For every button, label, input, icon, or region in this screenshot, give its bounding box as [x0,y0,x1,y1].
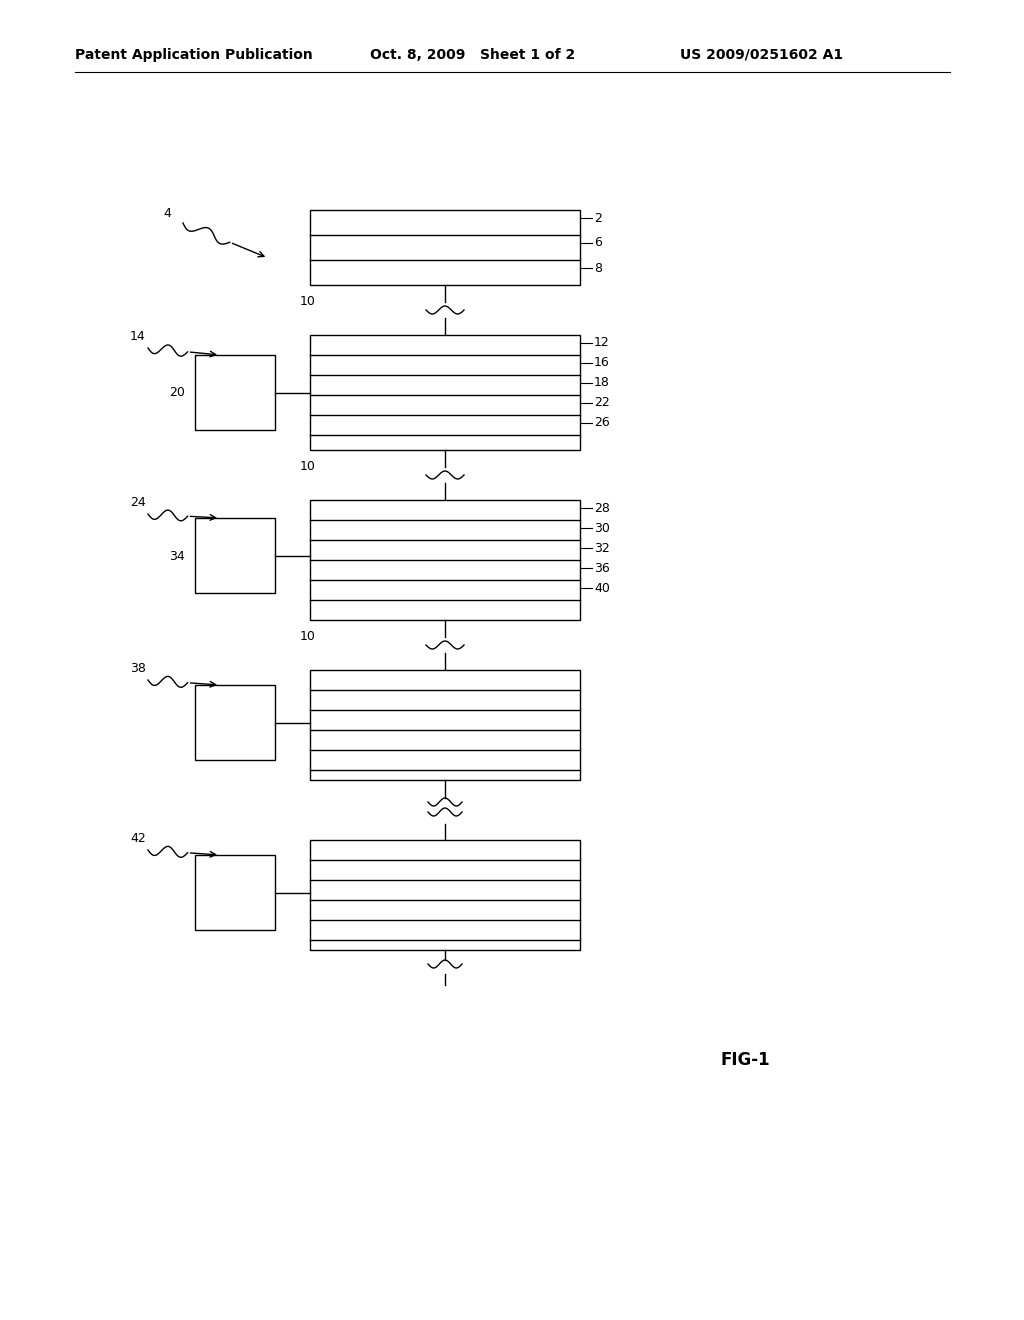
Text: 40: 40 [594,582,610,594]
Text: 18: 18 [594,376,610,389]
Text: Oct. 8, 2009   Sheet 1 of 2: Oct. 8, 2009 Sheet 1 of 2 [370,48,575,62]
Text: 16: 16 [594,356,609,370]
Text: 30: 30 [594,521,610,535]
Text: 10: 10 [300,294,315,308]
Text: 32: 32 [594,541,609,554]
Text: 22: 22 [594,396,609,409]
Text: 42: 42 [130,832,145,845]
Bar [310,671,580,780]
Bar [310,210,580,285]
Bar [195,685,275,760]
Text: 26: 26 [594,417,609,429]
Bar [195,517,275,593]
Text: 10: 10 [300,630,315,643]
Text: 38: 38 [130,663,145,675]
Text: 8: 8 [594,261,602,275]
Text: 34: 34 [169,549,185,562]
Text: 12: 12 [594,337,609,350]
Text: 36: 36 [594,561,609,574]
Text: Patent Application Publication: Patent Application Publication [75,48,312,62]
Text: FIG-1: FIG-1 [720,1051,770,1069]
Text: 2: 2 [594,211,602,224]
Text: 20: 20 [169,387,185,400]
Bar [195,355,275,430]
Text: 14: 14 [130,330,145,343]
Bar [310,500,580,620]
Text: 10: 10 [300,459,315,473]
Text: 28: 28 [594,502,610,515]
Text: 6: 6 [594,236,602,249]
Text: 24: 24 [130,496,145,510]
Bar [195,855,275,931]
Bar [310,840,580,950]
Text: 4: 4 [163,207,171,220]
Bar [310,335,580,450]
Text: US 2009/0251602 A1: US 2009/0251602 A1 [680,48,843,62]
